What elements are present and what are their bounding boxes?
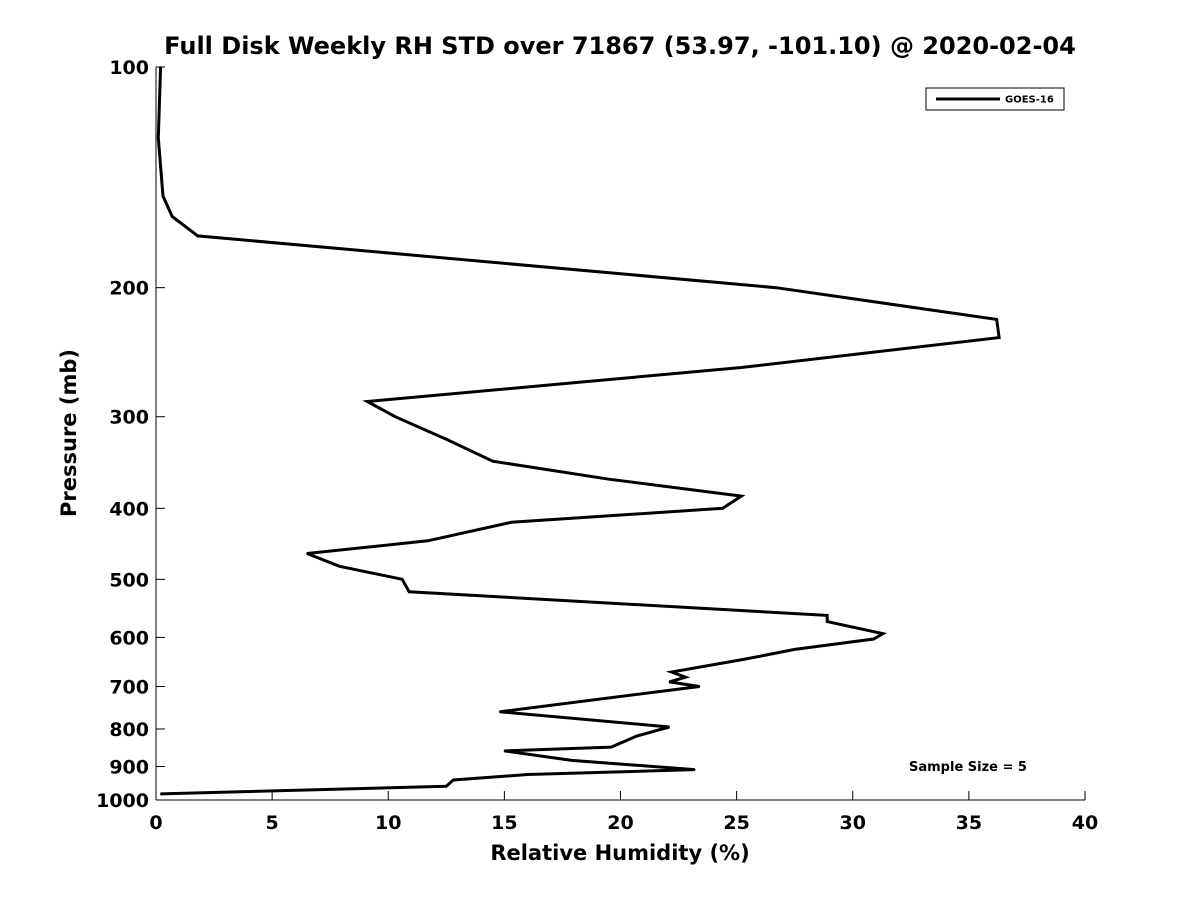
series-layer [156, 66, 1001, 796]
sample-size-annotation: Sample Size = 5 [909, 760, 1027, 775]
data-point-goes-16 [684, 676, 687, 678]
x-axis-ticks: 0 5 10 15 20 25 30 35 40 [149, 791, 1098, 834]
x-tick-label: 0 [149, 812, 162, 834]
data-point-goes-16 [426, 540, 429, 542]
x-tick-label: 20 [607, 812, 633, 834]
data-point-goes-16 [394, 415, 397, 418]
data-point-goes-16 [721, 507, 724, 510]
y-tick-label: 1000 [96, 790, 149, 812]
x-tick-label: 40 [1072, 812, 1098, 834]
y-tick-label: 800 [109, 719, 149, 741]
series-line-goes-16 [156, 66, 1001, 796]
data-point-goes-16 [668, 726, 671, 728]
data-point-goes-16 [636, 735, 638, 737]
data-point-goes-16 [740, 366, 743, 369]
data-point-goes-16 [775, 286, 777, 289]
plot-axes [155, 67, 1085, 801]
data-point-goes-16 [197, 235, 199, 237]
data-point-goes-16 [159, 793, 162, 795]
legend-label-goes-16: GOES-16 [1005, 95, 1054, 106]
data-point-goes-16 [740, 495, 743, 497]
data-point-goes-16 [157, 137, 160, 139]
data-point-goes-16 [998, 336, 1000, 339]
y-tick-label: 400 [109, 498, 149, 520]
data-point-goes-16 [503, 750, 506, 752]
data-point-goes-16 [338, 565, 341, 568]
data-point-goes-16 [872, 638, 875, 640]
y-tick-label: 200 [109, 278, 149, 300]
data-point-goes-16 [793, 648, 796, 651]
data-point-goes-16 [742, 658, 745, 661]
data-point-goes-16 [366, 400, 369, 403]
x-tick-label: 35 [956, 812, 982, 834]
data-point-goes-16 [670, 671, 673, 673]
x-tick-label: 10 [375, 812, 401, 834]
data-point-goes-16 [882, 632, 884, 635]
y-axis-ticks: 100 200 300 400 500 600 700 800 900 1000 [96, 57, 165, 812]
data-point-goes-16 [510, 521, 513, 524]
y-tick-label: 900 [109, 756, 149, 778]
data-point-goes-16 [826, 614, 828, 617]
y-axis-label: Pressure (mb) [57, 349, 81, 517]
x-tick-label: 5 [266, 812, 279, 834]
y-tick-label: 700 [109, 676, 149, 698]
y-tick-label: 100 [109, 57, 149, 79]
data-point-goes-16 [694, 768, 696, 771]
y-tick-label: 500 [109, 569, 149, 591]
legend: GOES-16 [925, 87, 1065, 111]
data-point-goes-16 [826, 620, 828, 623]
data-point-goes-16 [452, 779, 455, 781]
x-tick-label: 30 [840, 812, 866, 834]
data-point-goes-16 [668, 681, 671, 683]
data-point-goes-16 [570, 759, 573, 762]
data-point-goes-16 [306, 552, 308, 555]
y-tick-label: 600 [109, 627, 149, 649]
data-point-goes-16 [445, 438, 448, 441]
y-tick-label: 300 [109, 407, 149, 429]
data-point-goes-16 [159, 66, 162, 68]
data-point-goes-16 [445, 785, 448, 788]
data-point-goes-16 [610, 746, 612, 748]
data-point-goes-16 [608, 478, 610, 481]
data-point-goes-16 [492, 460, 494, 463]
chart-title: Full Disk Weekly RH STD over 71867 (53.9… [164, 32, 1076, 60]
data-point-goes-16 [526, 773, 529, 776]
data-point-goes-16 [171, 215, 174, 218]
data-point-goes-16 [162, 195, 164, 197]
data-point-goes-16 [498, 711, 501, 713]
data-point-goes-16 [698, 685, 701, 688]
x-axis-label: Relative Humidity (%) [490, 841, 749, 865]
x-tick-label: 15 [491, 812, 517, 834]
data-point-goes-16 [995, 318, 998, 321]
data-point-goes-16 [401, 578, 404, 581]
data-point-goes-16 [408, 591, 411, 593]
x-tick-label: 25 [723, 812, 749, 834]
